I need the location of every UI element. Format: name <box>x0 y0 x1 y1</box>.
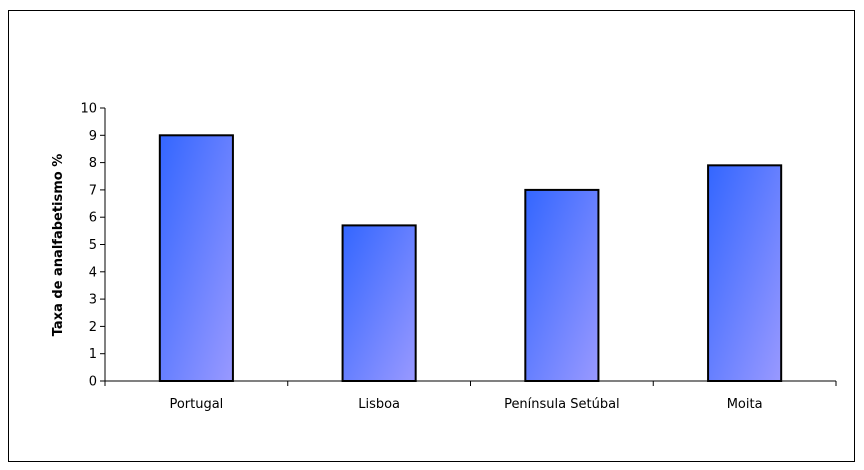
bar <box>524 188 600 382</box>
y-tick-label: 2 <box>89 320 97 335</box>
y-tick-label: 0 <box>89 375 97 390</box>
y-tick-label: 7 <box>89 183 97 198</box>
y-tick-label: 4 <box>89 265 97 280</box>
x-category-label: Lisboa <box>358 397 400 412</box>
y-axis-title: Taxa de analfabetismo % <box>51 154 66 337</box>
y-tick-label: 3 <box>89 293 97 308</box>
y-tick-label: 5 <box>89 238 97 253</box>
y-tick-label: 8 <box>89 156 97 171</box>
y-tick-label: 9 <box>89 129 97 144</box>
x-category-label: Portugal <box>169 397 223 412</box>
bar <box>341 224 417 382</box>
labels: 0 1 2 3 4 5 6 7 8 9 10 Portugal Lisboa Península Setú… <box>80 102 762 413</box>
y-tick-label: 1 <box>89 347 97 362</box>
y-tick-label: 6 <box>89 211 97 226</box>
bar <box>158 134 234 382</box>
x-category-label: Península Setúbal <box>504 397 620 412</box>
bars <box>158 134 783 382</box>
y-tick-label: 10 <box>80 102 97 117</box>
bar <box>707 164 783 382</box>
x-category-label: Moita <box>727 397 763 412</box>
